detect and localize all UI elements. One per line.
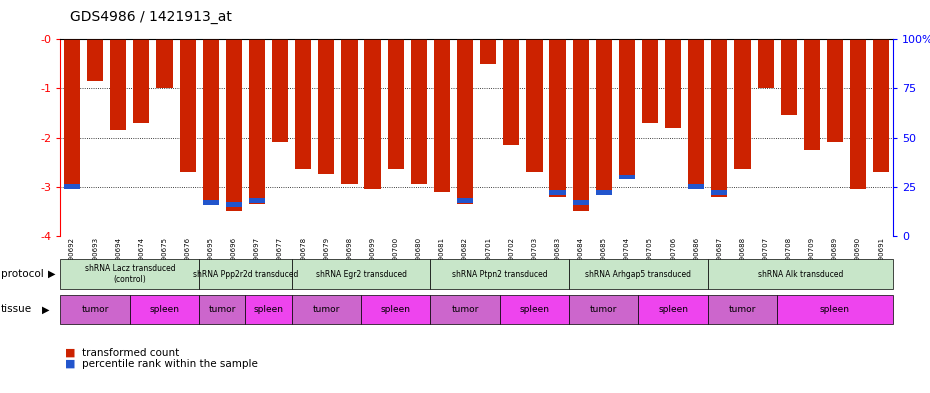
Text: tumor: tumor	[591, 305, 618, 314]
Bar	[249, 198, 265, 203]
Bar	[503, 39, 519, 145]
Bar	[711, 190, 727, 195]
Text: shRNA Ptpn2 transduced: shRNA Ptpn2 transduced	[452, 270, 548, 279]
Bar	[156, 39, 173, 88]
Bar	[526, 39, 542, 172]
Bar	[318, 39, 335, 174]
Text: ■: ■	[65, 358, 75, 369]
Bar	[873, 39, 889, 172]
Text: shRNA Ppp2r2d transduced: shRNA Ppp2r2d transduced	[193, 270, 299, 279]
Bar	[272, 39, 288, 142]
Text: transformed count: transformed count	[82, 347, 179, 358]
Bar	[688, 184, 704, 189]
Bar	[573, 200, 589, 205]
Text: tumor: tumor	[208, 305, 236, 314]
Text: ▶: ▶	[48, 269, 56, 279]
Text: protocol: protocol	[1, 269, 44, 279]
Text: spleen: spleen	[254, 305, 284, 314]
Bar	[64, 39, 80, 189]
Text: spleen: spleen	[150, 305, 179, 314]
Bar	[457, 198, 473, 203]
Bar	[87, 39, 103, 81]
Bar	[804, 39, 820, 150]
Bar	[550, 39, 565, 197]
Bar	[411, 39, 427, 184]
Bar	[434, 39, 450, 191]
Bar	[618, 39, 635, 179]
Bar	[735, 39, 751, 169]
Bar	[249, 39, 265, 204]
Bar	[110, 39, 126, 130]
Bar	[827, 39, 844, 142]
Text: spleen: spleen	[380, 305, 411, 314]
Bar	[780, 39, 797, 116]
Text: tumor: tumor	[82, 305, 109, 314]
Bar	[550, 190, 565, 195]
Text: tissue: tissue	[1, 305, 32, 314]
Text: shRNA Alk transduced: shRNA Alk transduced	[758, 270, 843, 279]
Text: tumor: tumor	[312, 305, 340, 314]
Bar	[226, 39, 242, 211]
Bar	[711, 39, 727, 197]
Text: tumor: tumor	[451, 305, 479, 314]
Text: percentile rank within the sample: percentile rank within the sample	[82, 358, 258, 369]
Bar	[64, 184, 80, 189]
Bar	[365, 39, 380, 189]
Text: shRNA Lacz transduced
(control): shRNA Lacz transduced (control)	[85, 264, 175, 284]
Text: shRNA Arhgap5 transduced: shRNA Arhgap5 transduced	[586, 270, 692, 279]
Text: spleen: spleen	[658, 305, 688, 314]
Bar	[642, 39, 658, 123]
Bar	[688, 39, 704, 189]
Text: spleen: spleen	[820, 305, 850, 314]
Text: ▶: ▶	[42, 305, 49, 314]
Bar	[226, 202, 242, 207]
Bar	[596, 190, 612, 195]
Text: GDS4986 / 1421913_at: GDS4986 / 1421913_at	[70, 9, 232, 24]
Bar	[295, 39, 312, 169]
Bar	[203, 39, 219, 204]
Text: shRNA Egr2 transduced: shRNA Egr2 transduced	[315, 270, 406, 279]
Bar	[665, 39, 682, 128]
Bar	[388, 39, 404, 169]
Bar	[341, 39, 357, 184]
Bar	[618, 174, 635, 179]
Bar	[850, 39, 866, 189]
Bar	[758, 39, 774, 88]
Bar	[133, 39, 150, 123]
Text: tumor: tumor	[729, 305, 756, 314]
Bar	[179, 39, 195, 172]
Text: spleen: spleen	[520, 305, 550, 314]
Bar	[573, 39, 589, 211]
Bar	[457, 39, 473, 204]
Bar	[203, 200, 219, 205]
Text: ■: ■	[65, 347, 75, 358]
Bar	[480, 39, 497, 64]
Bar	[596, 39, 612, 194]
